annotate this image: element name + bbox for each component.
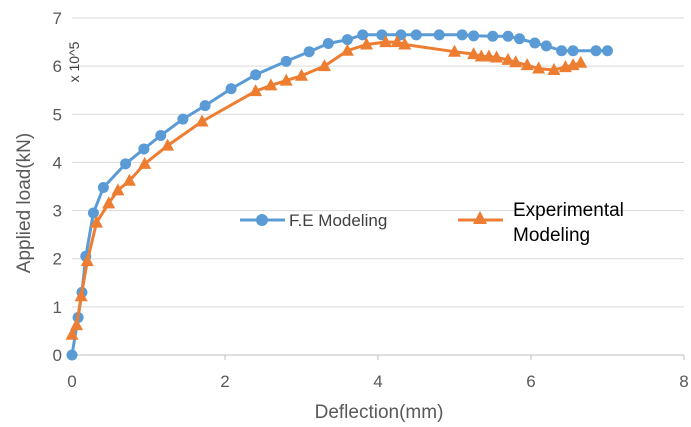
data-point [322, 38, 334, 50]
y-tick-label: 4 [53, 153, 62, 172]
legend-item-experimental: Experimental Modeling [458, 200, 629, 246]
series-layer [65, 29, 613, 361]
data-point [547, 62, 561, 75]
data-point [70, 318, 84, 331]
x-tick-label: 2 [220, 372, 229, 391]
x-tick-label: 4 [373, 372, 382, 391]
x-tick-label: 6 [526, 372, 535, 391]
series-0 [66, 29, 613, 361]
data-point [410, 29, 422, 41]
data-point [540, 40, 552, 52]
data-point [249, 84, 263, 97]
data-point [138, 143, 150, 155]
data-point [456, 29, 468, 41]
legend-label-exp: Experimental Modeling [513, 200, 629, 246]
series-1 [65, 35, 588, 340]
data-point [509, 55, 523, 68]
data-point [532, 61, 546, 74]
data-point [567, 45, 579, 57]
data-point [177, 113, 189, 125]
data-point [433, 29, 445, 41]
data-point [341, 34, 353, 46]
data-point [138, 156, 152, 169]
data-point [574, 55, 588, 68]
data-point [111, 183, 125, 196]
data-point [556, 45, 568, 57]
data-point [279, 73, 293, 86]
data-point [357, 29, 369, 41]
data-point [161, 138, 175, 151]
data-point [65, 327, 79, 340]
data-point [501, 52, 515, 65]
data-point [390, 35, 404, 48]
data-point [97, 181, 109, 193]
legend-label-fe: F.E Modeling [289, 211, 387, 230]
data-point [317, 59, 331, 72]
data-point [340, 43, 354, 56]
data-point [295, 68, 308, 81]
data-point [122, 173, 136, 186]
data-point [602, 45, 613, 57]
x-axis-label: Deflection(mm) [315, 402, 444, 423]
data-point [303, 46, 315, 58]
data-point [225, 83, 237, 95]
legend-label-exp-line-1: Experimental [513, 200, 624, 221]
legend-label-exp-line-2: Modeling [513, 225, 590, 246]
data-point [490, 50, 504, 63]
y-tick-label: 1 [53, 298, 62, 317]
scale-note: x 10^5 [66, 41, 82, 82]
y-tick-label: 5 [53, 105, 62, 124]
x-tick-label: 0 [67, 372, 76, 391]
data-point [66, 349, 78, 361]
data-point [89, 215, 103, 228]
y-tick-label: 7 [53, 9, 62, 28]
data-point [379, 35, 393, 48]
y-tick-label: 3 [53, 202, 62, 221]
data-point [155, 129, 167, 141]
data-point [360, 37, 374, 50]
x-tick-label: 8 [679, 372, 688, 391]
data-point [80, 254, 94, 267]
data-point [590, 45, 602, 57]
data-point [487, 30, 499, 42]
data-point [468, 30, 480, 42]
data-point [482, 49, 496, 62]
data-point [398, 37, 412, 50]
data-point [250, 69, 262, 81]
series-line [70, 40, 582, 336]
data-point [280, 55, 292, 67]
data-point [514, 33, 526, 45]
data-point [264, 78, 278, 91]
data-point [520, 58, 534, 71]
data-point [467, 47, 481, 60]
data-point [502, 30, 514, 42]
data-point [120, 158, 132, 170]
y-axis-label: Applied load(kN) [14, 133, 35, 273]
legend: F.E Modeling Experimental Modeling [240, 200, 629, 246]
y-tick-label: 2 [53, 250, 62, 269]
legend-marker-exp [473, 211, 487, 224]
legend-marker-fe [256, 214, 268, 226]
data-point [199, 100, 211, 112]
data-point [195, 114, 209, 127]
data-point [448, 44, 461, 57]
tick-labels: 0 1 2 3 4 5 6 7 0 2 4 6 8 [53, 9, 689, 391]
data-point [102, 196, 116, 209]
data-point [529, 37, 541, 49]
legend-item-fe-modeling: F.E Modeling [240, 211, 387, 230]
y-tick-label: 6 [53, 57, 62, 76]
data-point [87, 207, 99, 219]
data-point [74, 289, 88, 302]
y-tick-label: 0 [53, 346, 62, 365]
